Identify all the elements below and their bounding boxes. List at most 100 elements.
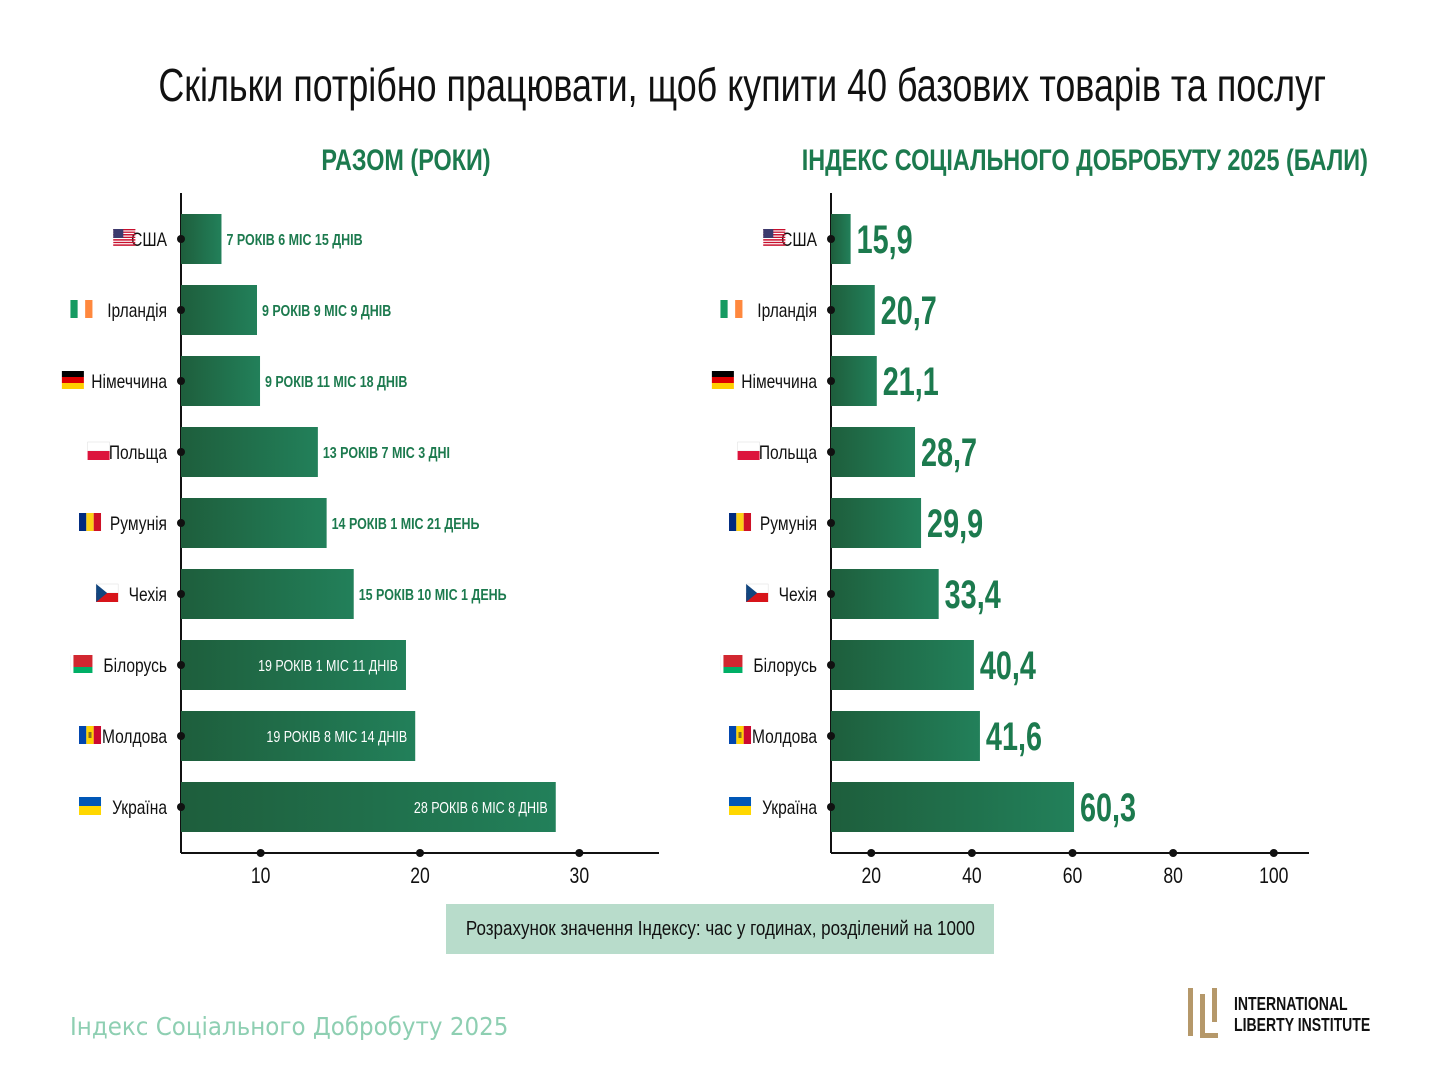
category-label: Польща xyxy=(109,442,167,464)
bar-value-label: 15,9 xyxy=(857,217,913,262)
ukraine-flag-icon xyxy=(79,797,102,815)
category-label: Молдова xyxy=(752,726,817,748)
bar-value-label: 33,4 xyxy=(945,572,1002,617)
category-dot xyxy=(827,377,835,385)
category-dot xyxy=(177,235,185,243)
left-chart-title: РАЗОМ (РОКИ) xyxy=(321,144,491,177)
bar-value-label: 15 РОКІВ 10 МІС 1 ДЕНЬ xyxy=(359,587,507,605)
czechia-flag-icon xyxy=(745,583,769,602)
x-tick-dot xyxy=(867,849,876,857)
bar xyxy=(831,427,916,477)
category-label: Німеччина xyxy=(741,371,817,393)
right-chart-title: ІНДЕКС СОЦІАЛЬНОГО ДОБРОБУТУ 2025 (БАЛИ) xyxy=(801,144,1368,177)
x-tick-label: 30 xyxy=(570,864,590,888)
bar-value-label: 19 РОКІВ 8 МІС 14 ДНІВ xyxy=(266,729,407,747)
category-label: Ірландія xyxy=(107,300,167,322)
bar-value-label: 29,9 xyxy=(927,501,983,546)
category-label: Польща xyxy=(759,442,817,464)
bar-value-label: 7 РОКІВ 6 МІС 15 ДНІВ xyxy=(226,232,362,250)
logo: INTERNATIONAL LIBERTY INSTITUTE xyxy=(1186,986,1386,1042)
x-tick-label: 10 xyxy=(251,864,271,888)
category-dot xyxy=(827,519,835,527)
category-dot xyxy=(177,306,185,314)
bar xyxy=(181,711,416,761)
bar xyxy=(181,285,258,335)
logo-text: INTERNATIONAL LIBERTY INSTITUTE xyxy=(1234,994,1370,1036)
category-label: Чехія xyxy=(129,584,167,606)
ukraine-flag-icon xyxy=(729,797,752,815)
romania-flag-icon xyxy=(729,513,752,531)
category-label: Україна xyxy=(112,797,167,819)
bar-value-label: 14 РОКІВ 1 МІС 21 ДЕНЬ xyxy=(332,516,480,534)
footer-title: Індекс Соціального Добробуту 2025 xyxy=(70,1012,509,1041)
us-flag-icon xyxy=(763,229,786,246)
bar-value-label: 13 РОКІВ 7 МІС 3 ДНІ xyxy=(323,445,450,463)
category-dot xyxy=(827,732,835,740)
bar xyxy=(181,214,222,264)
bar xyxy=(181,569,354,619)
bar-value-label: 20,7 xyxy=(881,288,937,333)
bar xyxy=(181,782,556,832)
category-dot xyxy=(177,661,185,669)
belarus-flag-icon xyxy=(70,655,93,673)
page-title: Скільки потрібно працювати, щоб купити 4… xyxy=(158,59,1327,111)
category-label: Румунія xyxy=(110,513,167,535)
category-dot xyxy=(177,519,185,527)
x-tick-label: 20 xyxy=(861,864,881,888)
category-dot xyxy=(827,235,835,243)
category-label: Білорусь xyxy=(753,655,817,677)
bar xyxy=(831,640,974,690)
germany-flag-icon xyxy=(61,371,84,389)
category-dot xyxy=(177,377,185,385)
x-tick-dot xyxy=(1269,849,1278,857)
calculation-note-text: Розрахунок значення Індексу: час у годин… xyxy=(465,917,975,940)
bar-value-label: 9 РОКІВ 11 МІС 18 ДНІВ xyxy=(265,374,407,392)
bar xyxy=(181,356,261,406)
category-dot xyxy=(177,448,185,456)
bar xyxy=(831,356,877,406)
category-label: Україна xyxy=(762,797,817,819)
category-dot xyxy=(827,306,835,314)
poland-flag-icon xyxy=(737,441,760,460)
bar-value-label: 28 РОКІВ 6 МІС 8 ДНІВ xyxy=(414,800,548,818)
romania-flag-icon xyxy=(79,513,102,531)
x-tick-label: 40 xyxy=(962,864,982,888)
x-tick-dot xyxy=(416,849,424,857)
logo-line-2: LIBERTY INSTITUTE xyxy=(1234,1015,1371,1035)
us-flag-icon xyxy=(113,229,136,246)
poland-flag-icon xyxy=(87,441,110,460)
category-dot xyxy=(177,590,185,598)
category-label: Білорусь xyxy=(103,655,167,677)
logo-line-1: INTERNATIONAL xyxy=(1234,994,1348,1014)
bar xyxy=(831,285,875,335)
bar-value-label: 40,4 xyxy=(980,643,1037,688)
x-tick-label: 80 xyxy=(1163,864,1183,888)
ireland-flag-icon xyxy=(70,300,93,318)
bar-value-label: 9 РОКІВ 9 МІС 9 ДНІВ xyxy=(262,303,391,321)
x-tick-dot xyxy=(256,849,265,857)
x-tick-label: 20 xyxy=(410,864,430,888)
bar-value-label: 41,6 xyxy=(986,714,1042,759)
years-bar-chart: 10 20 30 США 7 РОКІВ 6 МІС 15 ДНІВ Ірландія 9 … xyxy=(61,193,659,889)
bar xyxy=(181,427,318,477)
bar xyxy=(181,640,406,690)
belarus-flag-icon xyxy=(720,655,743,673)
x-tick-dot xyxy=(575,849,584,857)
category-dot xyxy=(827,448,835,456)
category-label: Ірландія xyxy=(757,300,817,322)
moldova-flag-icon xyxy=(729,726,752,744)
x-tick-label: 60 xyxy=(1063,864,1083,888)
calculation-note: Розрахунок значення Індексу: час у годин… xyxy=(446,904,994,954)
ili-logo-icon xyxy=(1188,988,1218,1038)
category-dot xyxy=(827,590,835,598)
category-label: США xyxy=(131,229,167,251)
bar-value-label: 28,7 xyxy=(921,430,977,475)
bar xyxy=(181,498,327,548)
bar-value-label: 60,3 xyxy=(1080,785,1136,830)
category-label: Німеччина xyxy=(91,371,167,393)
bar-value-label: 21,1 xyxy=(883,359,939,404)
index-bar-chart: 20 40 60 80 100 США 15,9 Ірландія 20,7 Німеччина 2… xyxy=(711,193,1309,889)
category-dot xyxy=(827,661,835,669)
bar xyxy=(831,498,922,548)
